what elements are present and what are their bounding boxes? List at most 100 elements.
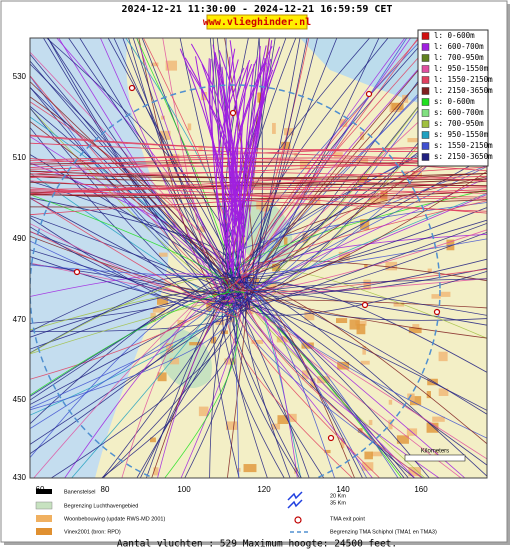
town	[364, 264, 368, 269]
legend-label: l: 950-1550m	[434, 64, 489, 73]
footer: Aantal vluchten : 529 Maximum hoogte: 24…	[117, 539, 397, 550]
town	[239, 235, 246, 247]
town	[304, 311, 315, 321]
flight-track	[238, 273, 487, 321]
town	[150, 437, 156, 443]
town	[317, 376, 330, 384]
town	[198, 145, 203, 152]
exit-point	[361, 301, 369, 309]
key-label: 35 Km	[330, 500, 346, 506]
flight-track	[218, 64, 236, 270]
legend-swatch	[421, 98, 430, 106]
x-tick-label: 100	[177, 485, 191, 494]
key-label: Begrenzing TMA Schiphol (TMA1 en TMA3)	[330, 529, 437, 535]
town	[277, 415, 289, 424]
town	[271, 423, 281, 430]
exit-point	[73, 268, 81, 276]
flight-track	[226, 170, 487, 292]
town	[338, 251, 350, 261]
town	[150, 312, 156, 322]
x-tick-label: 80	[101, 485, 110, 494]
town	[284, 128, 294, 136]
town	[407, 138, 418, 143]
flight-track	[47, 38, 242, 278]
town	[324, 449, 331, 454]
flight-track	[102, 306, 228, 478]
y-tick-label: 450	[13, 395, 27, 404]
town	[189, 342, 202, 346]
legend-box	[417, 29, 489, 167]
town	[251, 339, 264, 344]
flight-track	[30, 273, 230, 310]
town	[349, 319, 360, 330]
town	[360, 360, 370, 365]
flight-track	[30, 272, 228, 401]
flight-track	[215, 67, 245, 247]
town	[385, 261, 398, 271]
flight-track	[46, 38, 240, 291]
legend-label: l: 1550-2150m	[434, 75, 493, 84]
url[interactable]: www.vlieghinder.nl	[203, 16, 311, 28]
flight-track	[244, 38, 461, 298]
flight-track	[30, 276, 227, 354]
flight-track	[209, 58, 235, 217]
town	[412, 324, 420, 330]
exit-point	[433, 308, 441, 316]
flight-track	[217, 69, 237, 216]
legend-swatch	[421, 109, 430, 117]
flight-track	[233, 38, 437, 282]
flight-track	[221, 293, 430, 478]
town	[187, 123, 192, 131]
town	[272, 263, 281, 272]
flight-track	[221, 293, 487, 460]
legend-label: l: 0-600m	[434, 31, 475, 40]
town	[412, 170, 422, 178]
legend: l: 0-600m l: 600-700m l: 700-950m l: 950-15…	[417, 29, 493, 167]
flight-track	[30, 175, 487, 196]
flight-track	[101, 298, 244, 478]
town	[201, 92, 207, 101]
flight-track	[179, 48, 229, 239]
flight-track	[30, 264, 236, 277]
flight-track	[164, 302, 239, 478]
flight-track	[211, 57, 230, 253]
flight-track	[30, 176, 487, 186]
legend-swatch	[421, 120, 430, 128]
town	[198, 406, 209, 417]
town	[165, 60, 178, 71]
map-border	[29, 37, 488, 479]
town	[440, 291, 451, 297]
flight-track	[233, 276, 487, 339]
flight-track	[30, 294, 222, 429]
map: Kilometers	[30, 38, 487, 478]
legend-label: s: 950-1550m	[434, 130, 489, 139]
exit-point	[229, 109, 237, 117]
town	[199, 226, 206, 233]
flight-track	[136, 38, 236, 307]
town	[388, 399, 393, 405]
town	[161, 115, 165, 120]
flight-track	[238, 62, 249, 249]
flight-track	[30, 249, 239, 304]
town	[388, 419, 393, 430]
town	[408, 327, 422, 334]
flight-track	[241, 38, 380, 305]
flight-track	[30, 240, 236, 313]
key-label: Banenstelsel	[64, 489, 96, 495]
flight-track	[229, 303, 268, 478]
town	[426, 422, 439, 433]
legend-swatch	[421, 43, 430, 51]
key-vinex	[36, 528, 52, 535]
flight-track	[224, 260, 487, 282]
flight-track	[30, 180, 487, 197]
town	[157, 296, 169, 305]
town	[368, 419, 373, 426]
flight-track	[30, 197, 239, 318]
flight-track	[221, 48, 236, 271]
town	[249, 277, 259, 283]
flight-track	[79, 38, 221, 303]
legend-label: l: 2150-3650m	[434, 86, 493, 95]
title: 2024-12-21 11:30:00 - 2024-12-21 16:59:5…	[122, 4, 393, 15]
exit-point	[327, 434, 335, 442]
